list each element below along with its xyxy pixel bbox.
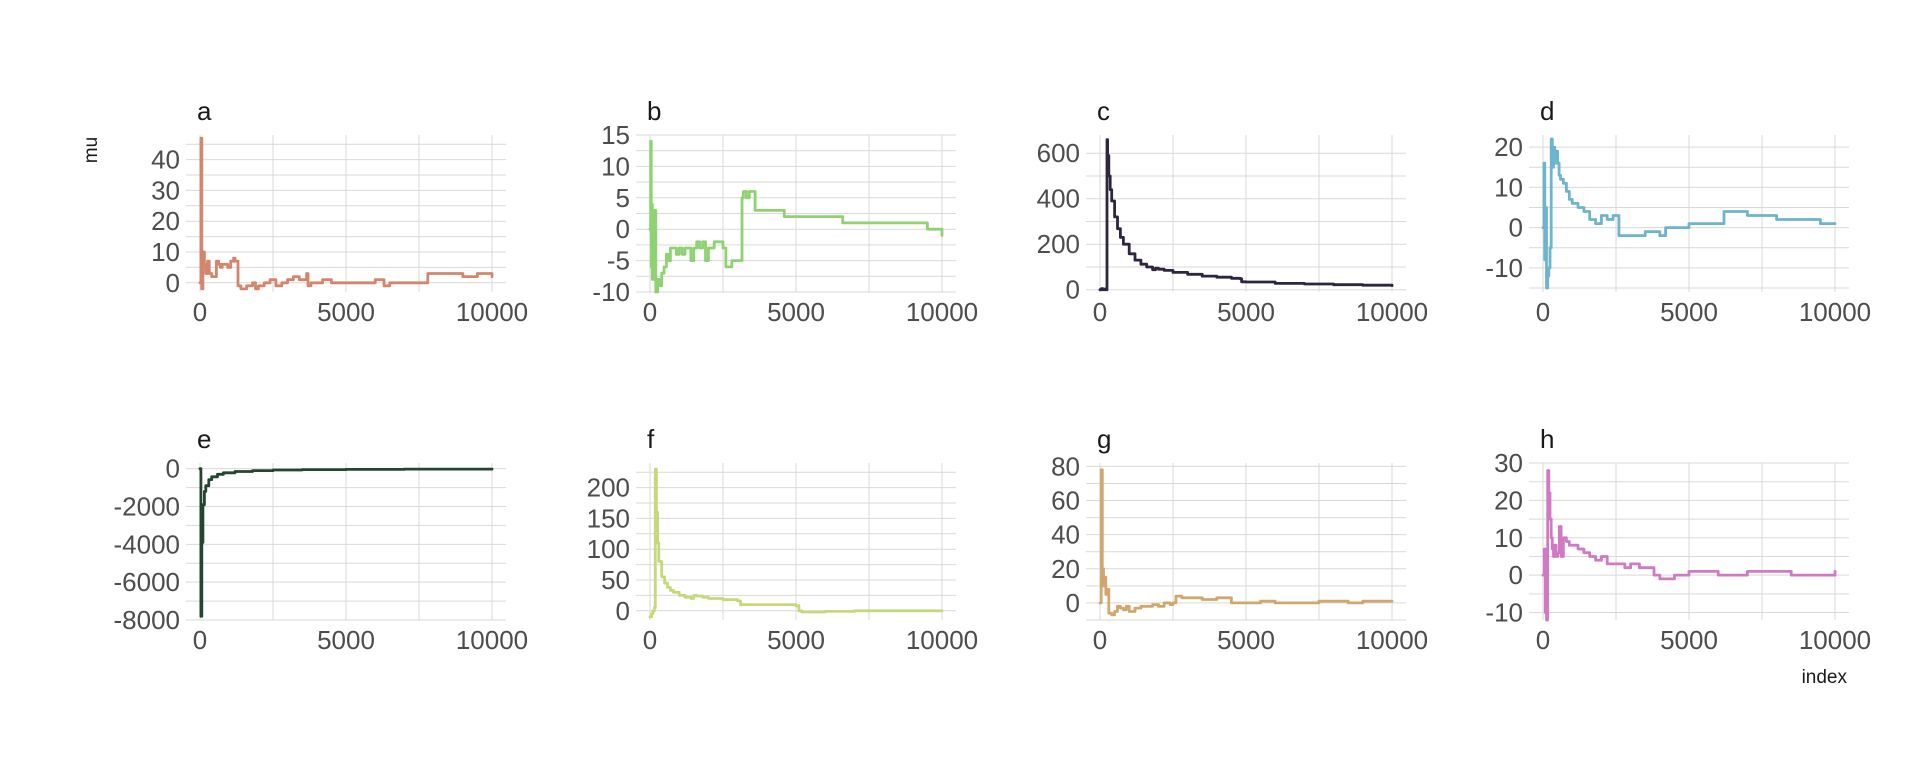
series-line-g [1098, 468, 1394, 617]
y-tick-label: 150 [587, 503, 630, 533]
y-tick-label: 80 [1051, 451, 1080, 481]
x-tick-label: 5000 [1217, 297, 1275, 327]
y-tick-label: -2000 [114, 492, 181, 522]
y-tick-label: 15 [601, 120, 630, 150]
panel-g: g 0 5000 10000 0 20 40 60 80 [1051, 424, 1428, 655]
y-tick-label: 20 [1494, 132, 1523, 162]
x-tick-label: 0 [193, 297, 207, 327]
x-tick-label: 10000 [456, 625, 528, 655]
x-tick-label: 5000 [317, 625, 375, 655]
panel-title: g [1097, 424, 1111, 454]
x-tick-label: 10000 [1799, 297, 1871, 327]
y-tick-label: -4000 [114, 529, 181, 559]
x-tick-label: 0 [1093, 297, 1107, 327]
series-line-b [648, 139, 944, 294]
y-tick-label: 400 [1037, 184, 1080, 214]
x-tick-label: 5000 [767, 625, 825, 655]
y-tick-label: 0 [166, 268, 180, 298]
x-tick-label: 0 [1536, 625, 1550, 655]
y-tick-label: 200 [1037, 229, 1080, 259]
series-line-e [198, 467, 494, 618]
panel-title: e [197, 424, 211, 454]
y-tick-label: -10 [1485, 598, 1523, 628]
y-tick-label: 0 [616, 596, 630, 626]
y-axis-title: mu [81, 137, 102, 163]
x-tick-label: 5000 [317, 297, 375, 327]
x-tick-label: 5000 [1217, 625, 1275, 655]
y-tick-label: 30 [151, 175, 180, 205]
y-tick-label: -6000 [114, 567, 181, 597]
x-tick-label: 5000 [767, 297, 825, 327]
y-tick-label: 10 [151, 237, 180, 267]
series-line-d [1541, 137, 1837, 290]
y-tick-label: -10 [592, 277, 630, 307]
panel-title: h [1540, 424, 1554, 454]
panel-title: c [1097, 96, 1110, 126]
series-line-a [198, 136, 494, 291]
panel-title: a [197, 96, 212, 126]
x-tick-label: 5000 [1660, 625, 1718, 655]
y-tick-label: 0 [1066, 588, 1080, 618]
y-tick-label: 10 [601, 151, 630, 181]
y-tick-label: -5 [607, 246, 630, 276]
y-tick-label: 0 [1509, 213, 1523, 243]
y-tick-label: 30 [1494, 448, 1523, 478]
x-tick-label: 5000 [1660, 297, 1718, 327]
y-tick-label: 600 [1037, 138, 1080, 168]
y-tick-label: 20 [151, 206, 180, 236]
series-line-h [1541, 469, 1837, 622]
x-tick-label: 10000 [1356, 625, 1428, 655]
y-tick-label: 100 [587, 534, 630, 564]
panel-d: d 0 5000 10000 -10 0 10 20 [1485, 96, 1871, 327]
y-tick-label: 40 [151, 145, 180, 175]
y-tick-label: 60 [1051, 486, 1080, 516]
x-tick-label: 0 [193, 625, 207, 655]
x-tick-label: 10000 [906, 625, 978, 655]
y-tick-label: 40 [1051, 520, 1080, 550]
x-tick-label: 0 [643, 297, 657, 327]
panel-title: b [647, 96, 661, 126]
panel-c: c 0 5000 10000 0 200 400 600 [1037, 96, 1429, 327]
x-tick-label: 0 [643, 625, 657, 655]
series-line-f [648, 467, 944, 619]
y-tick-label: 10 [1494, 172, 1523, 202]
x-tick-label: 0 [1536, 297, 1550, 327]
series-line-c [1098, 138, 1394, 292]
y-tick-label: 0 [1509, 560, 1523, 590]
y-tick-label: -10 [1485, 253, 1523, 283]
x-tick-label: 10000 [1799, 625, 1871, 655]
x-tick-label: 10000 [906, 297, 978, 327]
x-tick-label: 10000 [1356, 297, 1428, 327]
x-tick-label: 10000 [456, 297, 528, 327]
panel-title: d [1540, 96, 1554, 126]
y-tick-label: 50 [601, 565, 630, 595]
y-tick-label: 0 [1066, 275, 1080, 305]
y-tick-label: 5 [616, 183, 630, 213]
x-axis-title: index [1802, 667, 1848, 688]
y-tick-label: -8000 [114, 605, 181, 635]
y-tick-label: 200 [587, 473, 630, 503]
y-tick-label: 20 [1051, 554, 1080, 584]
y-tick-label: 10 [1494, 523, 1523, 553]
y-tick-label: 0 [616, 214, 630, 244]
panel-h: h 0 5000 10000 -10 0 10 20 30 [1485, 424, 1871, 655]
y-tick-label: 20 [1494, 485, 1523, 515]
x-tick-label: 0 [1093, 625, 1107, 655]
y-tick-label: 0 [166, 454, 180, 484]
panel-title: f [647, 424, 655, 454]
